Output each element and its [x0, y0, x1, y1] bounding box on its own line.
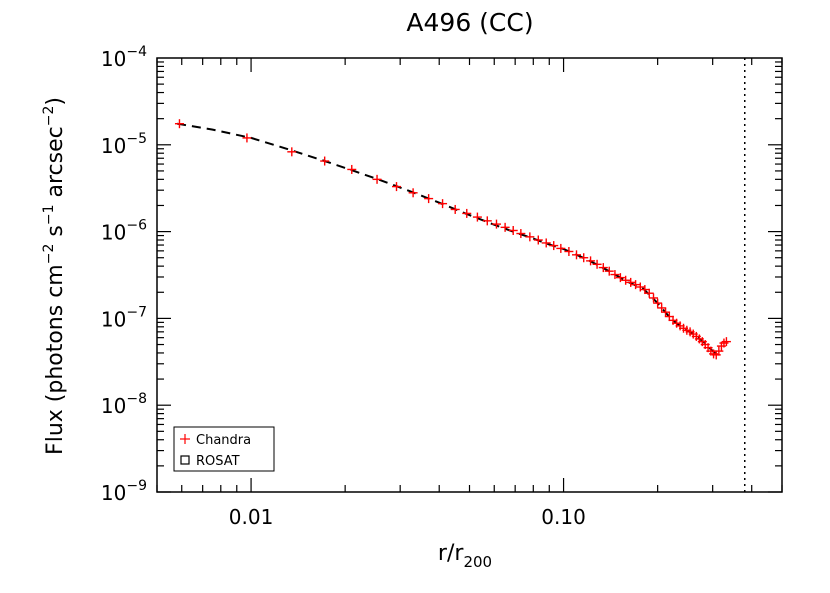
chandra-point	[491, 219, 501, 229]
y-tick-label: 10−4	[101, 44, 147, 71]
y-axis-label: Flux (photons cm−2 s−1 arcsec−2)	[41, 97, 68, 455]
chandra-point	[516, 229, 526, 239]
x-tick-label: 0.10	[541, 505, 586, 529]
chandra-point	[631, 280, 641, 290]
x-tick-labels: 0.01 0.10	[229, 505, 586, 529]
y-tick-label: 10−5	[101, 131, 147, 158]
chandra-point	[604, 266, 614, 276]
chandra-point	[438, 199, 448, 209]
legend-box	[173, 426, 275, 472]
legend: Chandra ROSAT	[173, 426, 275, 472]
chandra-point	[653, 298, 663, 308]
chandra-point	[721, 337, 731, 347]
chandra-point	[242, 133, 252, 143]
chandra-point	[572, 250, 582, 260]
model-curve	[176, 122, 718, 356]
y-tick-label: 10−6	[101, 218, 147, 245]
chandra-point	[579, 253, 589, 263]
chart-title: A496 (CC)	[406, 8, 533, 37]
chandra-point	[525, 232, 535, 242]
chandra-point	[592, 259, 602, 269]
legend-rosat-marker	[180, 455, 190, 465]
chandra-point	[462, 208, 472, 218]
chandra-point	[450, 204, 460, 214]
legend-chandra-label: Chandra	[196, 433, 251, 448]
chandra-point	[533, 235, 543, 245]
chandra-point	[174, 119, 184, 129]
chandra-point	[615, 273, 625, 283]
chandra-point	[644, 288, 654, 298]
chandra-point	[549, 241, 559, 251]
x-axis-label: r/r200	[438, 541, 492, 571]
chandra-point	[564, 246, 574, 256]
chandra-point	[621, 275, 631, 285]
chandra-point	[635, 282, 645, 292]
legend-chandra-marker	[180, 434, 190, 444]
y-tick-labels: 10−9 10−8 10−7 10−6 10−5 10−4	[101, 44, 147, 505]
chandra-point	[372, 174, 382, 184]
chandra-point	[392, 182, 402, 192]
y-tick-label: 10−9	[101, 478, 147, 505]
x-tick-label: 0.01	[229, 505, 274, 529]
chandra-point	[556, 243, 566, 253]
chandra-point	[287, 147, 297, 157]
chandra-point	[424, 194, 434, 204]
chandra-point	[508, 225, 518, 235]
chandra-point	[541, 238, 551, 248]
chandra-point	[610, 270, 620, 280]
chandra-point	[649, 293, 659, 303]
chandra-point	[408, 188, 418, 198]
chandra-point	[500, 222, 510, 232]
chandra-point	[661, 307, 671, 317]
legend-rosat-label: ROSAT	[196, 454, 240, 469]
axis-ticks	[156, 58, 783, 493]
chandra-point	[320, 156, 330, 166]
plot-frame	[156, 57, 783, 493]
chandra-point	[586, 256, 596, 266]
chandra-point	[657, 303, 667, 313]
chandra-point	[714, 346, 724, 356]
y-tick-label: 10−7	[101, 304, 147, 331]
chandra-point	[472, 212, 482, 222]
y-tick-label: 10−8	[101, 391, 147, 418]
chandra-point	[347, 164, 357, 174]
chandra-point	[482, 216, 492, 226]
chandra-point	[626, 277, 636, 287]
chandra-point	[598, 263, 608, 273]
chandra-points	[174, 119, 731, 360]
